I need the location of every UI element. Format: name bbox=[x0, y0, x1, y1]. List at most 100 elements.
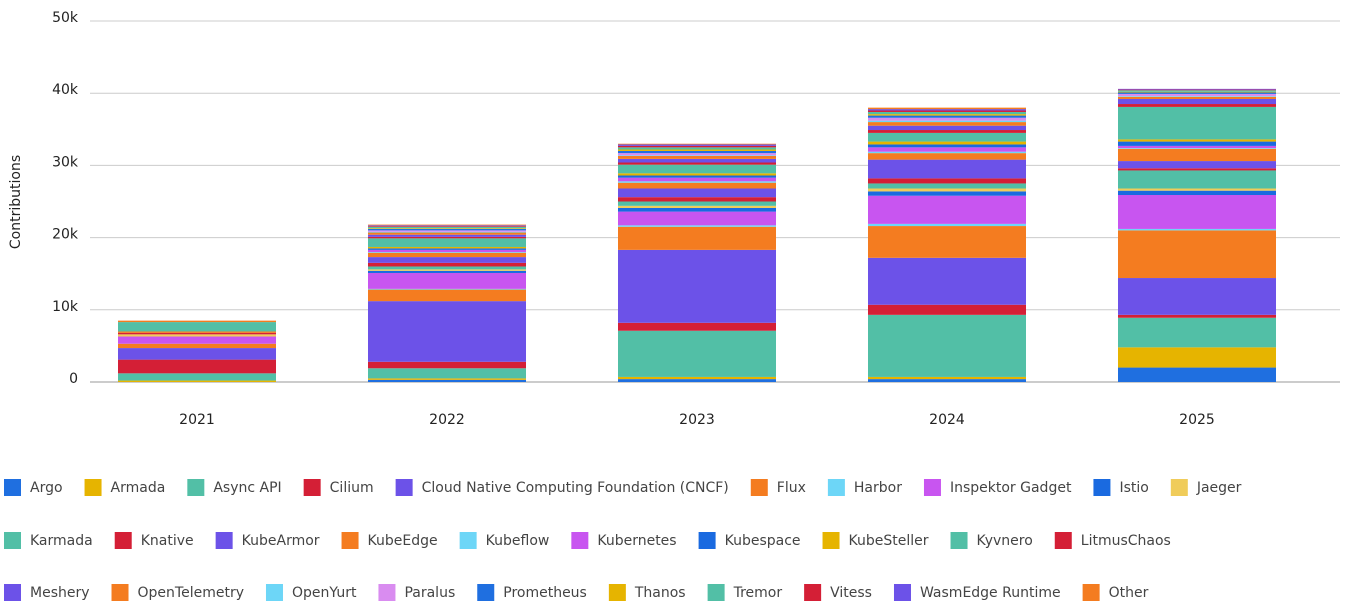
bar-segment bbox=[1118, 228, 1276, 231]
legend-label: Istio bbox=[1119, 480, 1148, 496]
bar-segment bbox=[618, 201, 776, 206]
legend-label: Tremor bbox=[733, 585, 783, 601]
legend-label: OpenTelemetry bbox=[138, 585, 244, 601]
legend-swatch bbox=[4, 532, 21, 549]
legend-swatch bbox=[477, 584, 495, 601]
bar-segment bbox=[868, 120, 1026, 123]
bar-segment bbox=[1118, 148, 1276, 149]
bar-segment bbox=[618, 182, 776, 189]
bar-segment bbox=[868, 223, 1026, 227]
y-axis-label: Contributions bbox=[8, 155, 24, 249]
legend-swatch bbox=[698, 532, 716, 549]
bar-segment bbox=[368, 361, 526, 369]
bar-segment bbox=[368, 228, 526, 229]
legend-swatch bbox=[827, 479, 845, 496]
x-tick-label: 2023 bbox=[679, 412, 715, 428]
bar-segment bbox=[1118, 98, 1276, 105]
bar-segment bbox=[868, 191, 1026, 196]
bar-segment bbox=[118, 332, 276, 335]
x-tick-label: 2022 bbox=[429, 412, 465, 428]
bar-segment bbox=[618, 145, 776, 148]
bar-segment bbox=[368, 252, 526, 258]
bar-segment bbox=[868, 130, 1026, 133]
bar-segment bbox=[1118, 106, 1276, 140]
bar-segment bbox=[1118, 145, 1276, 149]
bar-segment bbox=[118, 320, 276, 323]
bar-segment bbox=[1118, 91, 1276, 93]
legend-swatch bbox=[265, 584, 283, 601]
legend-swatch bbox=[707, 584, 725, 601]
legend-swatch bbox=[608, 584, 626, 601]
bar-segment bbox=[868, 144, 1026, 148]
bar-segment bbox=[868, 257, 1026, 305]
legend-swatch bbox=[395, 479, 413, 496]
bar-segment bbox=[368, 270, 526, 273]
x-tick-label: 2025 bbox=[1179, 412, 1215, 428]
bar-segment bbox=[1118, 96, 1276, 97]
bar-segment bbox=[368, 246, 526, 249]
bar-segment bbox=[618, 207, 776, 212]
legend-label: Armada bbox=[111, 480, 166, 496]
bar-segment bbox=[868, 141, 1026, 145]
legend-label: WasmEdge Runtime bbox=[920, 585, 1061, 601]
bar-segment bbox=[1118, 188, 1276, 191]
legend-label: Karmada bbox=[30, 533, 93, 549]
bar-segment bbox=[1118, 104, 1276, 107]
bar-segment bbox=[618, 197, 776, 202]
bar-segment bbox=[618, 175, 776, 178]
legend-swatch bbox=[804, 584, 822, 601]
legend-label: KubeEdge bbox=[368, 533, 438, 549]
bar-segment bbox=[368, 232, 526, 235]
x-tick-label: 2024 bbox=[929, 412, 965, 428]
legend-swatch bbox=[571, 532, 589, 549]
bar-segment bbox=[1118, 161, 1276, 169]
legend-swatch bbox=[84, 479, 102, 496]
bar-segment bbox=[118, 359, 276, 374]
bar-segment bbox=[618, 162, 776, 165]
bar-segment bbox=[1118, 347, 1276, 368]
bar-segment bbox=[118, 334, 276, 337]
bar-segment bbox=[1118, 317, 1276, 348]
legend-label: Prometheus bbox=[503, 585, 587, 601]
bar-segment bbox=[368, 249, 526, 253]
legend-swatch bbox=[459, 532, 477, 549]
bar-segment bbox=[868, 183, 1026, 189]
bar-segment bbox=[868, 188, 1026, 192]
legend-label: Harbor bbox=[854, 480, 902, 496]
bar-segment bbox=[368, 225, 526, 227]
bar-segment bbox=[868, 379, 1026, 382]
bar-segment bbox=[618, 156, 776, 159]
bar-segment bbox=[368, 230, 526, 232]
bar-segment bbox=[368, 231, 526, 233]
bar-segment bbox=[118, 373, 276, 381]
bar-segment bbox=[368, 228, 526, 231]
bar-segment bbox=[868, 125, 1026, 131]
legend-swatch bbox=[4, 584, 21, 601]
bar-segment bbox=[1118, 195, 1276, 229]
bar-segment bbox=[1118, 168, 1276, 171]
bar-segment bbox=[1118, 93, 1276, 97]
legend-swatch bbox=[187, 479, 205, 496]
x-tick-label: 2021 bbox=[179, 412, 215, 428]
legend-label: Other bbox=[1109, 585, 1149, 601]
bar-segment bbox=[368, 301, 526, 362]
bar-segment bbox=[1118, 314, 1276, 318]
bar-segment bbox=[618, 181, 776, 183]
legend-swatch bbox=[215, 532, 233, 549]
bar-segment bbox=[368, 272, 526, 289]
legend-label: Knative bbox=[141, 533, 194, 549]
bar-segment bbox=[868, 115, 1026, 118]
bar-segment bbox=[618, 150, 776, 154]
bar-segment bbox=[868, 109, 1026, 111]
legend-label: Argo bbox=[30, 480, 63, 496]
legend-label: Kyvnero bbox=[977, 533, 1033, 549]
bar-segment bbox=[368, 262, 526, 267]
legend-label: Meshery bbox=[30, 585, 90, 601]
bar-segment bbox=[618, 376, 776, 380]
bar-segment bbox=[618, 379, 776, 382]
bar-segment bbox=[618, 173, 776, 176]
bar-segment bbox=[118, 336, 276, 344]
legend-label: Kubespace bbox=[725, 533, 801, 549]
legend-label: Vitess bbox=[830, 585, 872, 601]
